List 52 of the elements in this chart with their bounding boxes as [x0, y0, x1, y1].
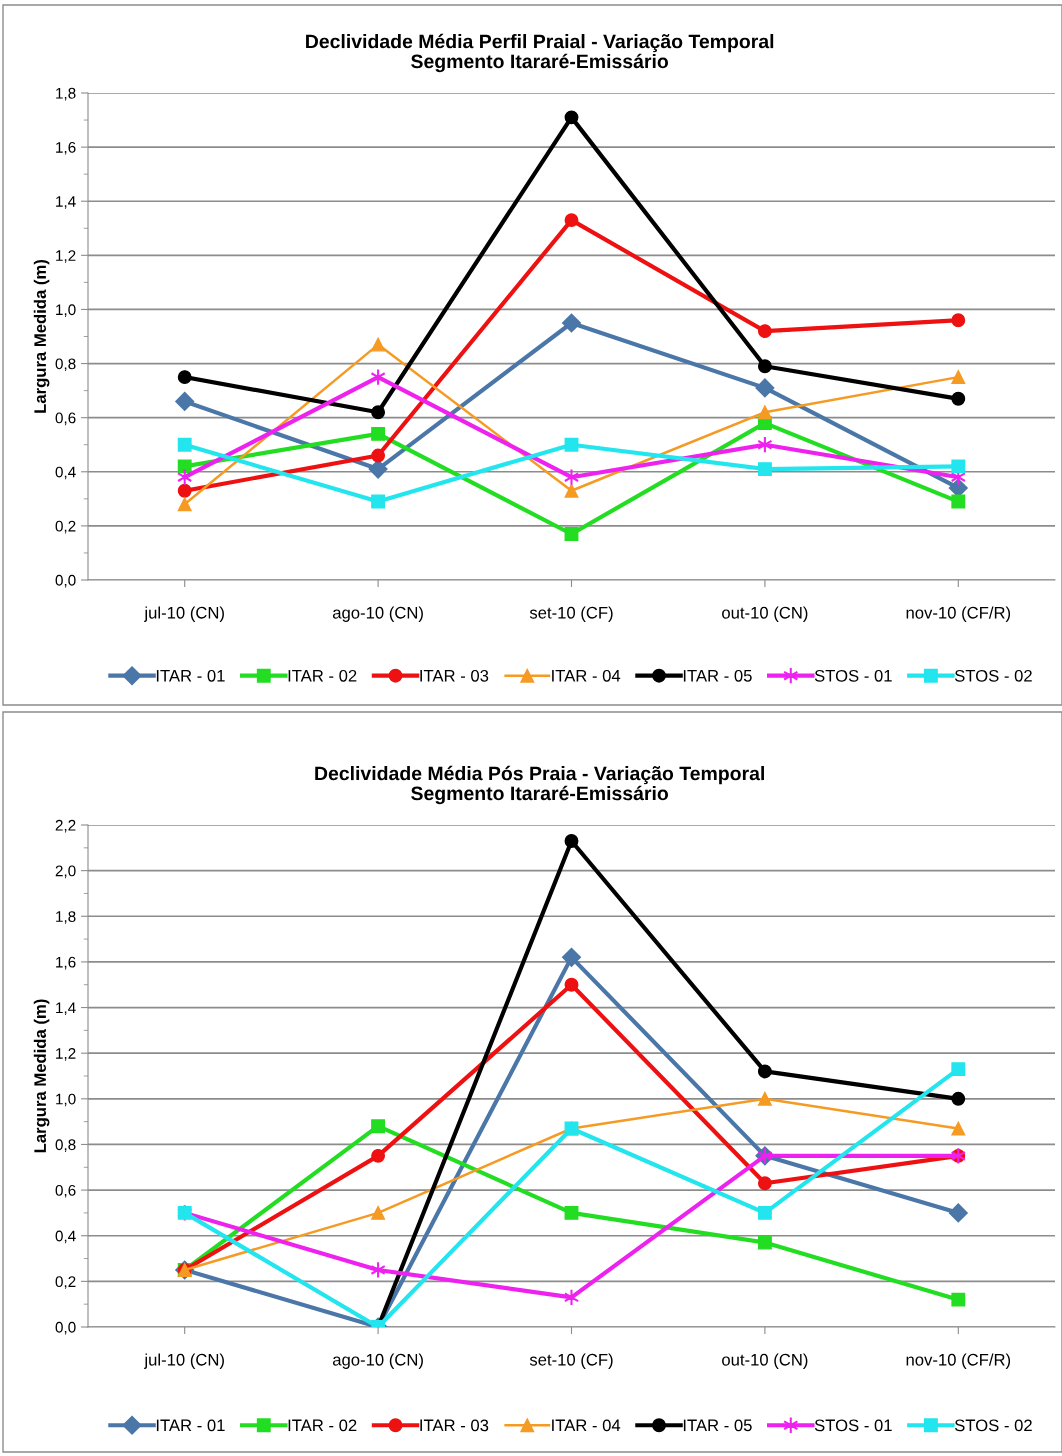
legend-label: ITAR - 02 — [288, 1419, 357, 1432]
legend-label: ITAR - 04 — [552, 1419, 621, 1432]
legend-label: ITAR - 01 — [156, 669, 225, 682]
legend-label: ITAR - 02 — [288, 669, 357, 682]
chart-subtitle: Segmento Itararé-Emissário — [411, 785, 669, 805]
y-tick-label: 0,0 — [55, 1321, 76, 1335]
y-tick-label: 2,0 — [55, 865, 76, 879]
x-tick-label: out-10 (CN) — [722, 1353, 808, 1369]
chart-title: Declividade Média Perfil Praial - Variação Temporal — [306, 33, 774, 53]
legend-label: ITAR - 05 — [683, 1419, 752, 1432]
legend-label: STOS - 02 — [954, 669, 1032, 682]
y-tick-label: 1,0 — [56, 1093, 76, 1107]
x-tick-label: out-10 (CN) — [722, 606, 808, 622]
y-tick-label: 1,4 — [56, 1002, 76, 1016]
x-tick-label: nov-10 (CF/R) — [906, 1353, 1011, 1369]
legend-label: ITAR - 04 — [552, 669, 621, 682]
x-tick-label: jul-10 (CN) — [144, 606, 224, 622]
legend-label: ITAR - 01 — [156, 1419, 225, 1432]
y-tick-label: 0,2 — [55, 520, 76, 534]
y-tick-label: 1,6 — [56, 956, 76, 970]
y-axis-title: Largura Medida (m) — [33, 999, 50, 1153]
chart-subtitle: Segmento Itararé-Emissário — [411, 53, 669, 73]
y-tick-label: 0,6 — [55, 1184, 76, 1198]
x-tick-label: set-10 (CF) — [529, 606, 613, 622]
x-tick-label: ago-10 (CN) — [332, 1353, 423, 1369]
y-tick-label: 1,2 — [56, 1048, 76, 1061]
legend-label: ITAR - 03 — [420, 669, 489, 682]
legend-label: ITAR - 03 — [420, 1419, 489, 1432]
legend-label: STOS - 01 — [814, 1419, 892, 1432]
x-tick-label: set-10 (CF) — [529, 1353, 613, 1369]
legend-label: ITAR - 05 — [683, 669, 752, 682]
y-axis-title: Largura Medida (m) — [33, 260, 50, 413]
y-tick-label: 0,6 — [55, 412, 76, 426]
chart-title: Declividade Média Pós Praia - Variação Temporal — [315, 765, 764, 785]
legend-label: STOS - 02 — [954, 1419, 1032, 1432]
x-tick-label: jul-10 (CN) — [144, 1353, 224, 1369]
y-tick-label: 0,4 — [55, 466, 76, 480]
y-tick-label: 1,8 — [56, 87, 76, 101]
y-tick-label: 0,0 — [55, 574, 76, 588]
y-tick-label: 2,2 — [55, 819, 76, 833]
y-tick-label: 0,8 — [55, 1139, 76, 1152]
y-tick-label: 1,2 — [56, 250, 76, 263]
y-tick-label: 0,2 — [55, 1276, 76, 1289]
x-tick-label: ago-10 (CN) — [332, 606, 423, 622]
y-tick-label: 1,6 — [56, 141, 76, 155]
y-tick-label: 1,4 — [56, 196, 76, 209]
y-tick-label: 0,4 — [55, 1230, 76, 1244]
x-tick-label: nov-10 (CF/R) — [906, 606, 1011, 622]
y-tick-label: 1,0 — [56, 304, 76, 317]
y-tick-label: 0,8 — [55, 358, 76, 372]
legend-label: STOS - 01 — [814, 669, 892, 682]
y-tick-label: 1,8 — [56, 911, 76, 924]
